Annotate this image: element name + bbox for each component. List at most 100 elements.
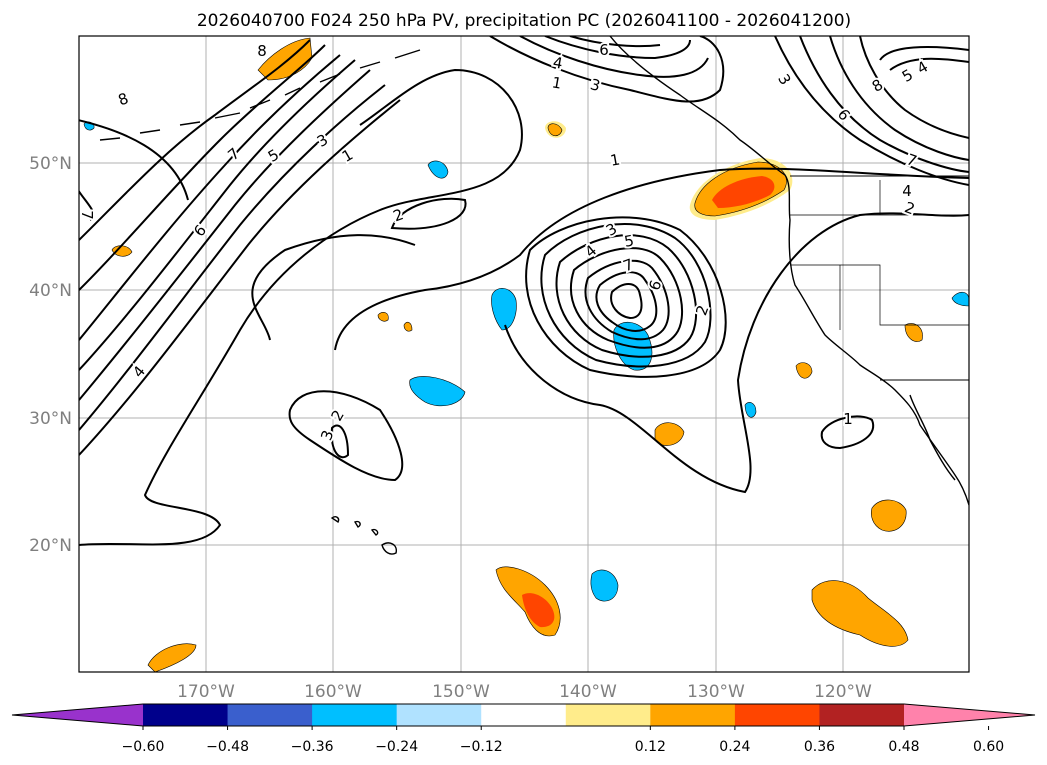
contour-label: 4 [914, 57, 931, 77]
precip-positive-patch [147, 643, 197, 672]
pv-contour [79, 119, 189, 201]
colorbar-segment [819, 704, 905, 726]
contour-label: 8 [257, 42, 267, 60]
colorbar-segment [650, 704, 736, 726]
pv-contours [79, 36, 969, 546]
colorbar-segment [565, 704, 651, 726]
colorbar-tick-label: 0.48 [888, 739, 919, 755]
colorbar-segment [227, 704, 313, 726]
contour-label: 1 [843, 410, 853, 428]
colorbar-segment [481, 704, 567, 726]
precip-positive-patch [904, 323, 923, 342]
pv-contour [288, 390, 404, 482]
colorbar: −0.60 −0.48 −0.36 −0.24 −0.12 0.12 0.24 0.36 0.4… [11, 703, 1036, 755]
pv-contour [504, 212, 969, 494]
precip-negative-patch [744, 402, 757, 418]
colorbar-tick-label: −0.12 [460, 739, 503, 755]
precip-positive-patch [377, 311, 389, 322]
pv-contour [584, 259, 670, 341]
contour-label: 3 [588, 75, 602, 95]
contour-label: 8 [116, 89, 131, 109]
colorbar-tick-label: 0.24 [719, 739, 750, 755]
figure-title: 2026040700 F024 250 hPa PV, precipitatio… [197, 11, 851, 31]
contour-label: 8 [869, 75, 886, 95]
precip-positive-patch [712, 176, 775, 208]
pv-contour [774, 36, 969, 186]
contour-label: 4 [129, 362, 149, 381]
pv-contour [79, 54, 341, 341]
colorbar-segment [396, 704, 482, 726]
colorbar-tick-label: −0.60 [122, 739, 165, 755]
contour-label: 6 [645, 278, 665, 293]
lon-label-120w: 120°W [814, 682, 872, 702]
pv-contour [540, 223, 712, 368]
precip-negative-patch [951, 291, 969, 307]
precip-negative-patch [590, 569, 619, 602]
hawaii-islands [330, 516, 397, 555]
lon-label-150w: 150°W [432, 682, 490, 702]
lat-label-50n: 50°N [29, 154, 72, 174]
pv-contour [79, 99, 401, 456]
contour-label: 2 [327, 407, 347, 424]
pv-contour [525, 216, 727, 378]
colorbar-extend-low [12, 704, 143, 726]
pv-contour [79, 68, 523, 546]
pv-contour [79, 69, 371, 401]
precip-patches [83, 37, 969, 672]
pv-contour [879, 46, 969, 61]
precip-negative-patch [409, 376, 466, 407]
longitude-labels: 170°W 160°W 150°W 140°W 130°W 120°W [177, 682, 872, 702]
precip-positive-patch [547, 123, 563, 137]
pv-contour [489, 36, 725, 103]
colorbar-segment [143, 704, 229, 726]
pv-contour [829, 36, 969, 161]
colorbar-tick-label: 0.36 [804, 739, 835, 755]
state-borders [790, 180, 969, 330]
north-america-coast [609, 36, 969, 506]
contour-label: 2 [391, 205, 406, 225]
pv-contour [79, 39, 311, 241]
latitude-labels: 50°N 40°N 30°N 20°N [29, 154, 72, 556]
contour-label: 1 [551, 73, 564, 92]
colorbar-segment [312, 704, 398, 726]
contour-label: 3 [317, 428, 337, 443]
contour-label: 3 [774, 71, 794, 88]
pv-contour [610, 283, 643, 320]
aleutian-islands [99, 49, 421, 141]
precip-positive-patch [522, 593, 555, 628]
contour-label: 7 [78, 210, 96, 220]
colorbar-tick-label: −0.36 [291, 739, 334, 755]
colorbar-tick-label: 0.60 [973, 739, 1004, 755]
lon-label-160w: 160°W [304, 682, 362, 702]
precip-positive-patch [111, 245, 133, 257]
map-panel [79, 36, 969, 672]
colorbar-segment [734, 704, 820, 726]
contour-label: 1 [609, 150, 622, 169]
lon-label-130w: 130°W [687, 682, 745, 702]
contour-label: 2 [902, 198, 917, 218]
precip-positive-patch [811, 580, 909, 647]
precip-negative-patch [491, 288, 517, 331]
contour-label: 4 [902, 182, 912, 200]
lon-label-140w: 140°W [559, 682, 617, 702]
contour-label: 4 [581, 241, 600, 261]
baja-coast [909, 394, 956, 481]
pv-contour [519, 36, 709, 78]
precip-positive-patch [795, 362, 813, 379]
pv-contour [555, 234, 697, 358]
colorbar-tick-label: 0.12 [635, 739, 666, 755]
lat-label-30n: 30°N [29, 409, 72, 429]
contour-label: 5 [899, 65, 916, 85]
lat-label-20n: 20°N [29, 536, 72, 556]
precip-negative-patch [427, 160, 449, 179]
precip-positive-patch [871, 499, 907, 532]
map-frame [78, 35, 970, 673]
colorbar-tick-label: −0.24 [375, 739, 418, 755]
pv-contour [79, 59, 356, 371]
pv-contour [79, 84, 386, 431]
lon-label-170w: 170°W [177, 682, 235, 702]
pv-contour [595, 271, 658, 332]
pv-contour [889, 57, 969, 71]
pv-contour [570, 247, 683, 349]
